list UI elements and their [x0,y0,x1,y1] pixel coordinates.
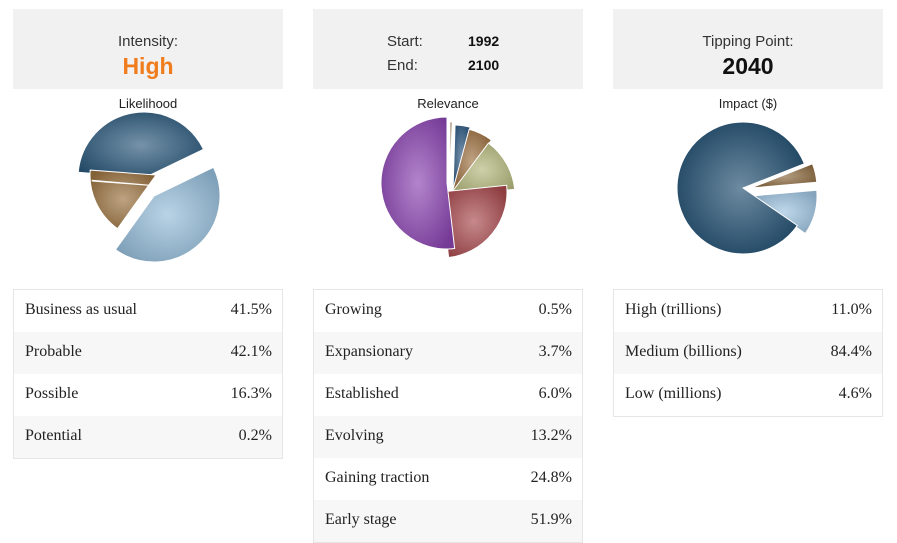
row-percent: 0.2% [238,427,272,444]
row-name: Evolving [325,427,384,444]
row-percent: 6.0% [538,385,572,402]
end-value: 2100 [468,57,500,73]
impact-pie-chart [676,121,818,255]
table-row: Business as usual 41.5% [14,290,282,332]
table-row: Growing 0.5% [314,290,582,332]
end-label: End: [387,57,418,74]
tipping-point-value: 2040 [722,53,774,79]
pie-slice-evolving [447,142,516,197]
table-row: Gaining traction 24.8% [314,458,582,500]
row-percent: 84.4% [830,343,872,360]
pie-slice-low-millions [750,163,818,189]
table-row: Early stage 51.9% [314,500,582,542]
relevance-table: Growing 0.5% Expansionary 3.7% Established… [313,289,583,543]
row-percent: 41.5% [230,301,272,318]
row-name: Business as usual [25,301,137,318]
row-percent: 13.2% [530,427,572,444]
start-label: Start: [387,33,423,50]
row-name: Medium (billions) [625,343,742,360]
row-percent: 11.0% [831,301,872,318]
row-name: Potential [25,427,82,444]
row-name: Probable [25,343,82,360]
row-name: Growing [325,301,382,318]
table-row: Probable 42.1% [14,332,282,374]
impact-table: High (trillions) 11.0% Medium (billions) 8… [613,289,883,417]
table-row: Potential 0.2% [14,416,282,458]
row-name: Possible [25,385,79,402]
row-percent: 16.3% [230,385,272,402]
table-row: High (trillions) 11.0% [614,290,882,332]
tipping-point-label: Tipping Point: [702,33,794,50]
table-row: Possible 16.3% [14,374,282,416]
table-row: Medium (billions) 84.4% [614,332,882,374]
start-value: 1992 [468,33,500,49]
intensity-label: Intensity: [117,33,179,50]
pie-slice-potential [91,179,159,187]
row-name: Expansionary [325,343,413,360]
row-percent: 24.8% [530,469,572,486]
row-name: Early stage [325,511,397,528]
row-name: Established [325,385,399,402]
pie-slice-established [451,128,493,194]
tipping-point-header: Tipping Point: 2040 [613,9,883,89]
likelihood-pie-chart [77,112,221,263]
pie-slice-business-as-usual [77,112,205,179]
row-percent: 3.7% [538,343,572,360]
table-row: Low (millions) 4.6% [614,374,882,416]
pie-slice-early-stage [380,116,456,250]
date-range-header: Start: 1992 End: 2100 [313,9,583,89]
relevance-chart-title: Relevance [417,96,479,111]
pie-slice-growing [449,121,453,189]
pie-slice-medium-billions [676,121,806,255]
row-percent: 51.9% [530,511,572,528]
pie-slice-probable [114,166,221,263]
pie-slice-gaining-traction [440,184,508,259]
likelihood-chart-title: Likelihood [118,96,178,111]
row-name: Gaining traction [325,469,430,486]
relevance-pie-chart [380,116,516,259]
intensity-value: High [122,53,174,79]
row-percent: 0.5% [538,301,572,318]
intensity-header: Intensity: High [13,9,283,89]
row-percent: 42.1% [230,343,272,360]
row-name: High (trillions) [625,301,722,318]
table-row: Expansionary 3.7% [314,332,582,374]
row-percent: 4.6% [838,385,872,402]
table-row: Evolving 13.2% [314,416,582,458]
impact-chart-title: Impact ($) [718,96,778,111]
pie-slice-high-trillions [749,189,818,235]
likelihood-table: Business as usual 41.5% Probable 42.1% Pos… [13,289,283,459]
row-name: Low (millions) [625,385,722,402]
table-row: Established 6.0% [314,374,582,416]
